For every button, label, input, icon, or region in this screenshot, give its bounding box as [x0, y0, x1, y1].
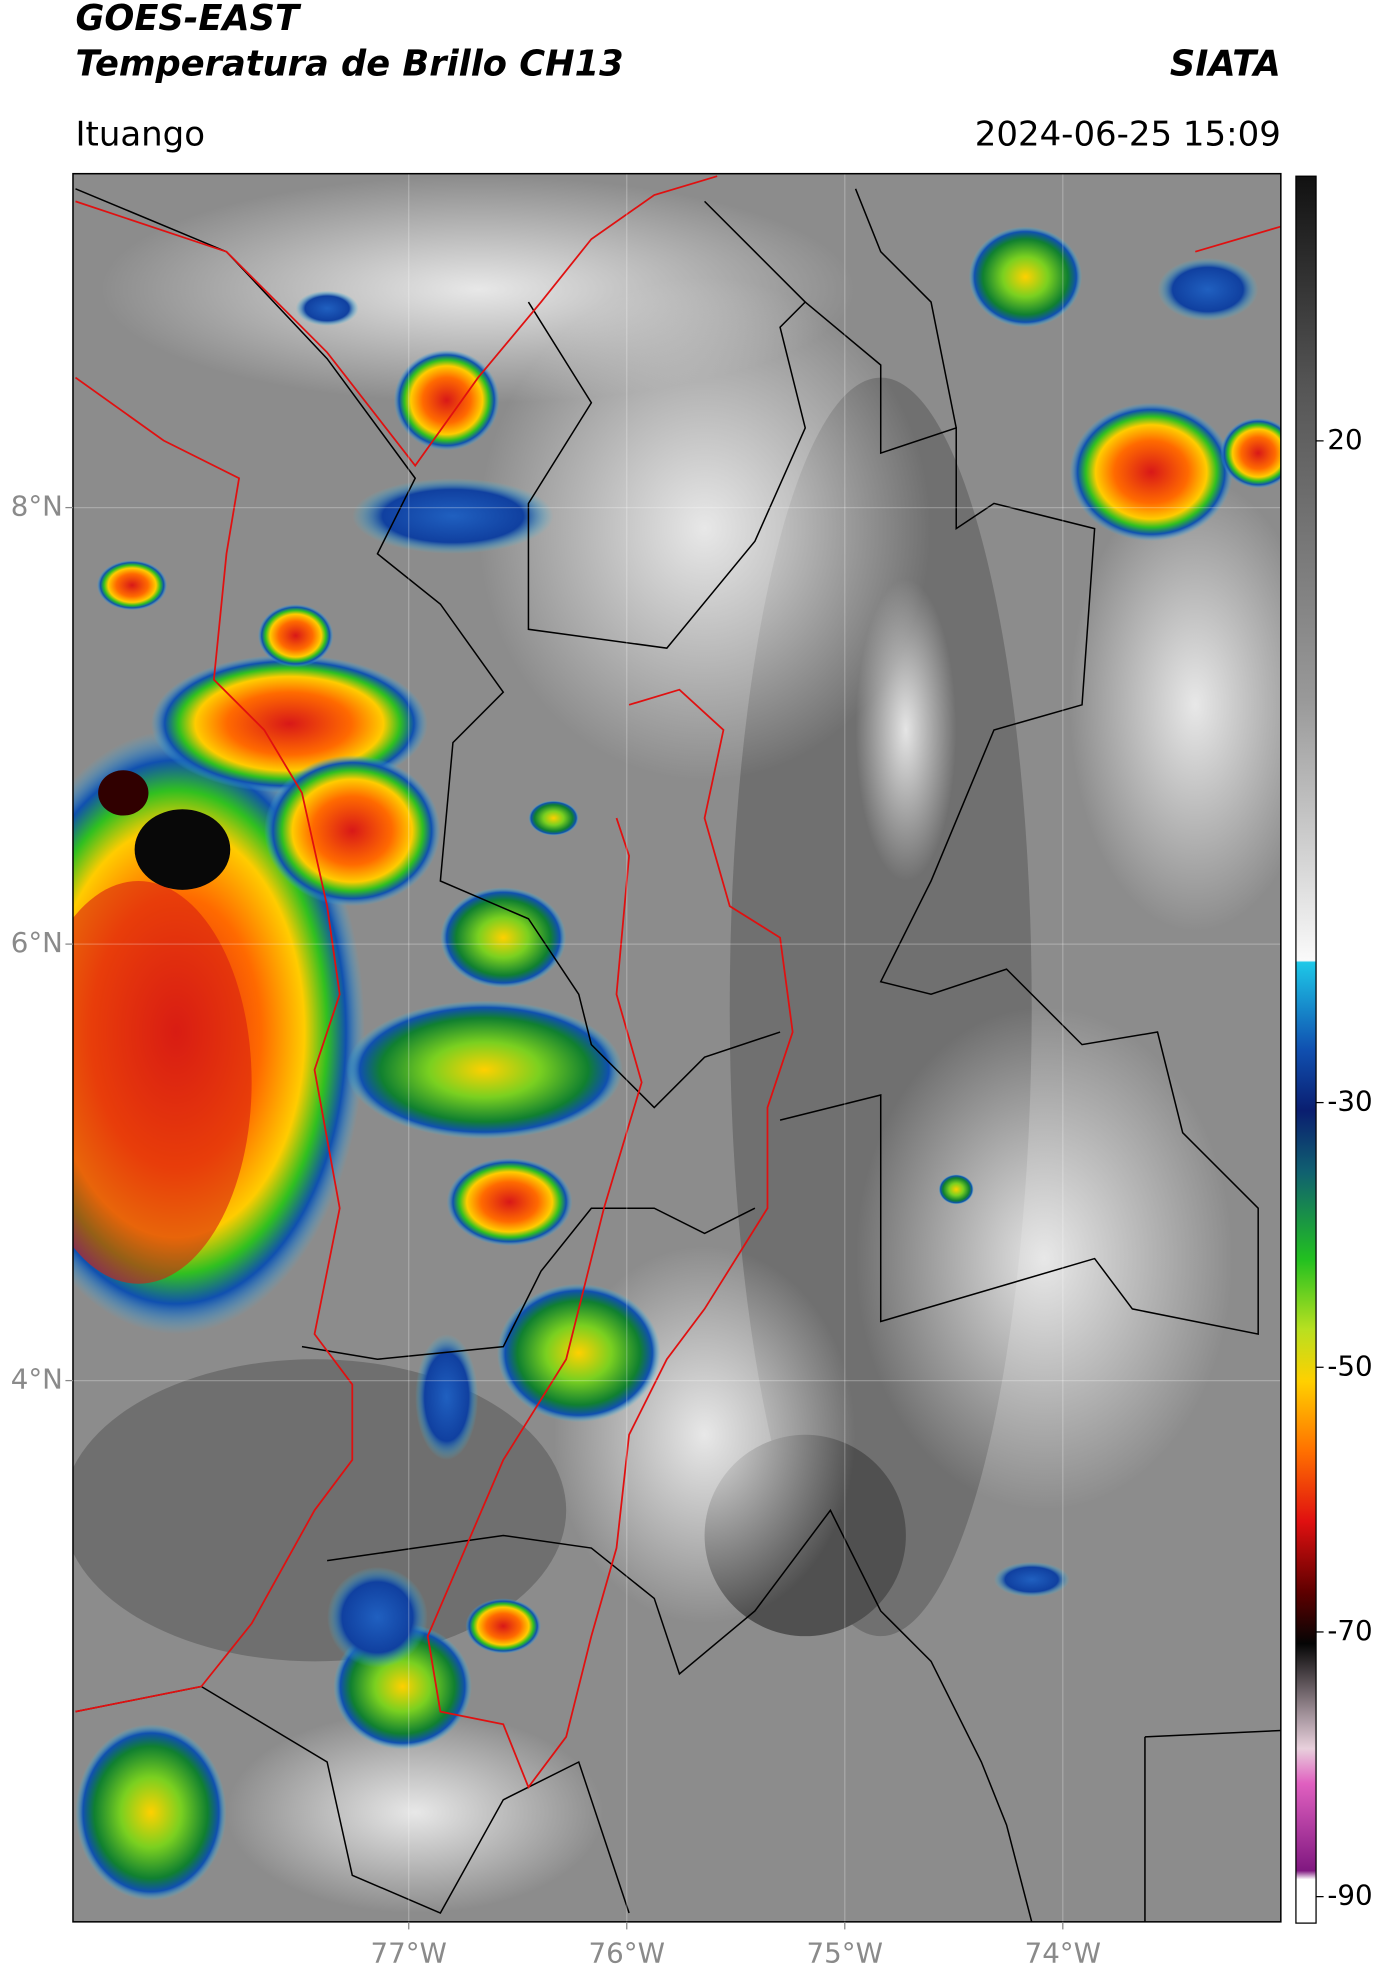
colorbar-tick-label: -30 — [1327, 1085, 1372, 1118]
map-frame — [72, 172, 1282, 1923]
colorbar-tick-label: -70 — [1327, 1614, 1372, 1647]
colorbar-tick-label: -90 — [1327, 1879, 1372, 1912]
satellite-image — [72, 173, 1281, 1922]
y-tick-label: 6°N — [11, 926, 63, 959]
subtitle: Temperatura de Brillo CH13 — [75, 43, 623, 84]
x-tick-label: 74°W — [1025, 1937, 1101, 1970]
location: Ituango — [75, 114, 205, 154]
colorbar — [1295, 175, 1317, 1924]
y-tick-label: 8°N — [11, 490, 63, 523]
colorbar-tick-label: -50 — [1327, 1349, 1372, 1382]
title: GOES-EAST — [75, 0, 302, 39]
y-tick-label: 4°N — [11, 1363, 63, 1396]
colorbar-tick-label: 20 — [1327, 423, 1362, 456]
grid — [72, 173, 1281, 1922]
timestamp: 2024-06-25 15:09 — [975, 114, 1281, 154]
x-tick-label: 75°W — [807, 1937, 883, 1970]
x-tick-label: 76°W — [589, 1937, 665, 1970]
x-tick-label: 77°W — [371, 1937, 447, 1970]
agency: SIATA — [1170, 43, 1281, 84]
